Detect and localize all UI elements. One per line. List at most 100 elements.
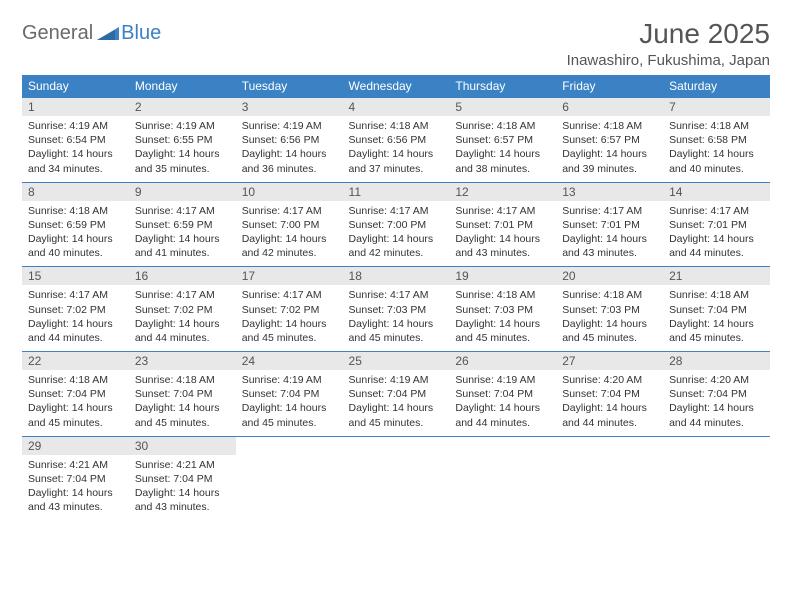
- sunset-line: Sunset: 7:03 PM: [349, 303, 444, 317]
- daylight-line: Daylight: 14 hours and 42 minutes.: [242, 232, 337, 260]
- day-body: Sunrise: 4:20 AMSunset: 7:04 PMDaylight:…: [663, 370, 770, 436]
- sunrise-line: Sunrise: 4:17 AM: [135, 204, 230, 218]
- logo-triangle-icon: [97, 24, 119, 43]
- calendar-cell: 28Sunrise: 4:20 AMSunset: 7:04 PMDayligh…: [663, 352, 770, 437]
- calendar-row: 8Sunrise: 4:18 AMSunset: 6:59 PMDaylight…: [22, 182, 770, 267]
- day-body: Sunrise: 4:18 AMSunset: 6:57 PMDaylight:…: [556, 116, 663, 182]
- sunrise-line: Sunrise: 4:21 AM: [135, 458, 230, 472]
- calendar-cell: 6Sunrise: 4:18 AMSunset: 6:57 PMDaylight…: [556, 98, 663, 183]
- sunset-line: Sunset: 6:56 PM: [242, 133, 337, 147]
- sunrise-line: Sunrise: 4:20 AM: [669, 373, 764, 387]
- sunset-line: Sunset: 7:01 PM: [669, 218, 764, 232]
- day-body: Sunrise: 4:17 AMSunset: 7:02 PMDaylight:…: [22, 285, 129, 351]
- calendar-cell: 24Sunrise: 4:19 AMSunset: 7:04 PMDayligh…: [236, 352, 343, 437]
- daylight-line: Daylight: 14 hours and 40 minutes.: [669, 147, 764, 175]
- day-body: Sunrise: 4:18 AMSunset: 7:04 PMDaylight:…: [129, 370, 236, 436]
- sunset-line: Sunset: 6:56 PM: [349, 133, 444, 147]
- weekday-header: Tuesday: [236, 75, 343, 98]
- daylight-line: Daylight: 14 hours and 45 minutes.: [349, 317, 444, 345]
- calendar-cell: 21Sunrise: 4:18 AMSunset: 7:04 PMDayligh…: [663, 267, 770, 352]
- day-number: 5: [449, 98, 556, 116]
- day-body: Sunrise: 4:17 AMSunset: 7:03 PMDaylight:…: [343, 285, 450, 351]
- sunrise-line: Sunrise: 4:18 AM: [669, 288, 764, 302]
- sunrise-line: Sunrise: 4:18 AM: [28, 373, 123, 387]
- day-number: 10: [236, 183, 343, 201]
- day-body: Sunrise: 4:19 AMSunset: 6:54 PMDaylight:…: [22, 116, 129, 182]
- calendar-table: Sunday Monday Tuesday Wednesday Thursday…: [22, 75, 770, 520]
- calendar-cell: 14Sunrise: 4:17 AMSunset: 7:01 PMDayligh…: [663, 182, 770, 267]
- calendar-cell: 25Sunrise: 4:19 AMSunset: 7:04 PMDayligh…: [343, 352, 450, 437]
- sunset-line: Sunset: 6:54 PM: [28, 133, 123, 147]
- calendar-body: 1Sunrise: 4:19 AMSunset: 6:54 PMDaylight…: [22, 98, 770, 521]
- weekday-header: Saturday: [663, 75, 770, 98]
- page-header: General Blue June 2025 Inawashiro, Fukus…: [22, 18, 770, 69]
- daylight-line: Daylight: 14 hours and 44 minutes.: [28, 317, 123, 345]
- daylight-line: Daylight: 14 hours and 45 minutes.: [28, 401, 123, 429]
- weekday-header: Thursday: [449, 75, 556, 98]
- day-number: 4: [343, 98, 450, 116]
- day-number: 17: [236, 267, 343, 285]
- sunset-line: Sunset: 7:01 PM: [562, 218, 657, 232]
- logo-text-general: General: [22, 22, 93, 45]
- sunrise-line: Sunrise: 4:19 AM: [135, 119, 230, 133]
- sunrise-line: Sunrise: 4:20 AM: [562, 373, 657, 387]
- daylight-line: Daylight: 14 hours and 44 minutes.: [455, 401, 550, 429]
- day-body: Sunrise: 4:17 AMSunset: 7:01 PMDaylight:…: [449, 201, 556, 267]
- day-number: 30: [129, 437, 236, 455]
- sunset-line: Sunset: 7:04 PM: [28, 472, 123, 486]
- calendar-cell: 13Sunrise: 4:17 AMSunset: 7:01 PMDayligh…: [556, 182, 663, 267]
- day-number: 18: [343, 267, 450, 285]
- sunset-line: Sunset: 7:04 PM: [669, 387, 764, 401]
- sunset-line: Sunset: 7:03 PM: [562, 303, 657, 317]
- sunrise-line: Sunrise: 4:19 AM: [242, 119, 337, 133]
- sunrise-line: Sunrise: 4:21 AM: [28, 458, 123, 472]
- day-body: Sunrise: 4:18 AMSunset: 7:04 PMDaylight:…: [663, 285, 770, 351]
- calendar-cell: 11Sunrise: 4:17 AMSunset: 7:00 PMDayligh…: [343, 182, 450, 267]
- sunrise-line: Sunrise: 4:19 AM: [455, 373, 550, 387]
- day-number: 19: [449, 267, 556, 285]
- logo: General Blue: [22, 22, 161, 45]
- day-body: Sunrise: 4:19 AMSunset: 6:55 PMDaylight:…: [129, 116, 236, 182]
- calendar-cell: 23Sunrise: 4:18 AMSunset: 7:04 PMDayligh…: [129, 352, 236, 437]
- calendar-cell: 15Sunrise: 4:17 AMSunset: 7:02 PMDayligh…: [22, 267, 129, 352]
- sunset-line: Sunset: 7:04 PM: [28, 387, 123, 401]
- day-body: Sunrise: 4:17 AMSunset: 7:00 PMDaylight:…: [236, 201, 343, 267]
- calendar-row: 15Sunrise: 4:17 AMSunset: 7:02 PMDayligh…: [22, 267, 770, 352]
- calendar-cell: 29Sunrise: 4:21 AMSunset: 7:04 PMDayligh…: [22, 436, 129, 520]
- calendar-cell: 20Sunrise: 4:18 AMSunset: 7:03 PMDayligh…: [556, 267, 663, 352]
- day-number: 1: [22, 98, 129, 116]
- sunrise-line: Sunrise: 4:19 AM: [28, 119, 123, 133]
- day-body: Sunrise: 4:17 AMSunset: 6:59 PMDaylight:…: [129, 201, 236, 267]
- day-number: 28: [663, 352, 770, 370]
- day-number: 3: [236, 98, 343, 116]
- day-number: 7: [663, 98, 770, 116]
- daylight-line: Daylight: 14 hours and 43 minutes.: [135, 486, 230, 514]
- sunrise-line: Sunrise: 4:17 AM: [562, 204, 657, 218]
- day-number: 15: [22, 267, 129, 285]
- sunrise-line: Sunrise: 4:19 AM: [242, 373, 337, 387]
- daylight-line: Daylight: 14 hours and 44 minutes.: [669, 232, 764, 260]
- calendar-cell: [556, 436, 663, 520]
- day-number: 24: [236, 352, 343, 370]
- day-number: 9: [129, 183, 236, 201]
- sunrise-line: Sunrise: 4:18 AM: [455, 119, 550, 133]
- sunset-line: Sunset: 7:03 PM: [455, 303, 550, 317]
- calendar-cell: 22Sunrise: 4:18 AMSunset: 7:04 PMDayligh…: [22, 352, 129, 437]
- daylight-line: Daylight: 14 hours and 45 minutes.: [455, 317, 550, 345]
- sunrise-line: Sunrise: 4:18 AM: [349, 119, 444, 133]
- day-number: 22: [22, 352, 129, 370]
- calendar-row: 29Sunrise: 4:21 AMSunset: 7:04 PMDayligh…: [22, 436, 770, 520]
- day-body: Sunrise: 4:18 AMSunset: 7:04 PMDaylight:…: [22, 370, 129, 436]
- day-number: 16: [129, 267, 236, 285]
- daylight-line: Daylight: 14 hours and 44 minutes.: [669, 401, 764, 429]
- sunrise-line: Sunrise: 4:17 AM: [135, 288, 230, 302]
- sunset-line: Sunset: 7:02 PM: [135, 303, 230, 317]
- calendar-cell: 27Sunrise: 4:20 AMSunset: 7:04 PMDayligh…: [556, 352, 663, 437]
- day-number: 8: [22, 183, 129, 201]
- sunrise-line: Sunrise: 4:19 AM: [349, 373, 444, 387]
- calendar-cell: [236, 436, 343, 520]
- daylight-line: Daylight: 14 hours and 45 minutes.: [349, 401, 444, 429]
- day-number: 26: [449, 352, 556, 370]
- daylight-line: Daylight: 14 hours and 39 minutes.: [562, 147, 657, 175]
- sunset-line: Sunset: 6:59 PM: [135, 218, 230, 232]
